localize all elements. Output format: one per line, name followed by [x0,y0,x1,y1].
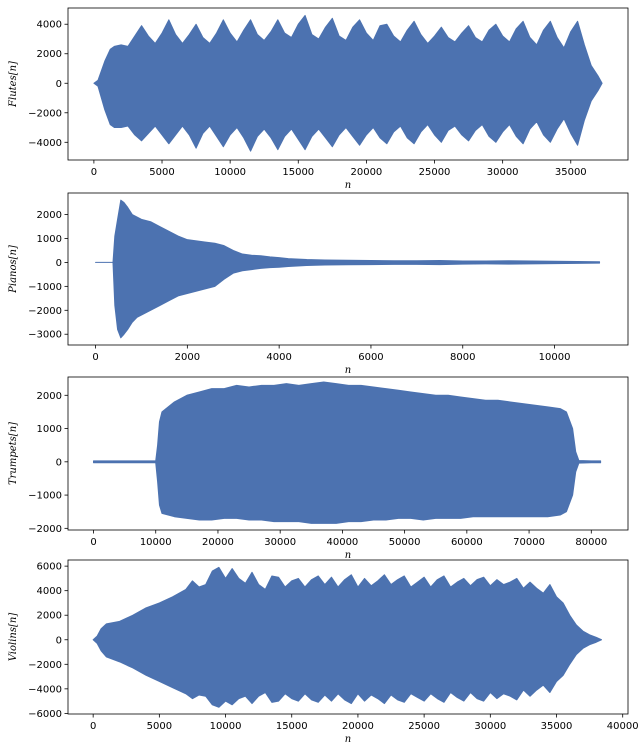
y-tick-label: 1000 [37,424,62,435]
x-tick-label: 40000 [326,537,358,548]
y-tick-label: −4000 [28,138,62,149]
y-axis-label: Pianos[n] [8,245,19,294]
x-tick-label: 15000 [276,721,308,732]
x-tick-label: 6000 [358,352,383,363]
x-tick-label: 40000 [607,721,639,732]
y-tick-label: −2000 [28,306,62,317]
x-tick-label: 0 [90,721,96,732]
x-tick-label: 15000 [282,167,314,178]
subplot-3: 0 10000 20000 30000 40000 50000 60000 70000 8000… [8,376,629,561]
x-axis-label: n [345,550,351,561]
x-tick-label: 10000 [214,167,246,178]
x-tick-label: 30000 [264,537,296,548]
waveform-series-2 [95,199,601,339]
y-axis-label: Trumpets[n] [8,422,19,485]
y-tick-label: 1000 [37,234,62,245]
x-tick-label: 20000 [342,721,374,732]
y-tick-label: −2000 [28,660,62,671]
x-tick-label: 10000 [140,537,172,548]
waveform-series-4 [92,566,603,708]
subplot-4: 0 5000 10000 15000 20000 25000 30000 35000 40000… [8,559,639,745]
x-tick-label: 60000 [451,537,483,548]
y-tick-label: 2000 [37,391,62,402]
x-tick-label: 35000 [555,167,587,178]
y-tick-label: −1000 [28,282,62,293]
y-tick-label: −6000 [28,709,62,720]
y-tick-label: 4000 [37,586,62,597]
y-tick-label: −2000 [28,524,62,535]
axes-frame-1 [67,7,629,161]
subplot-1: 0 5000 10000 15000 20000 25000 30000 35000−4000… [8,7,629,191]
y-tick-label: −1000 [28,491,62,502]
y-axis-label: Flutes[n] [8,61,19,108]
y-tick-label: 4000 [37,20,62,31]
y-tick-label: −2000 [28,108,62,119]
x-tick-label: 50000 [389,537,421,548]
x-tick-label: 10000 [210,721,242,732]
x-tick-label: 10000 [539,352,571,363]
y-tick-label: 0 [56,258,62,269]
y-tick-label: 2000 [37,611,62,622]
y-tick-label: 0 [56,79,62,90]
axes-frame-2 [67,192,629,346]
x-tick-label: 70000 [513,537,545,548]
y-tick-label: 0 [56,635,62,646]
x-tick-label: 35000 [541,721,573,732]
x-tick-label: 25000 [419,167,451,178]
x-tick-label: 25000 [408,721,440,732]
y-axis-label: Violins[n] [8,613,19,662]
subplots: 0 5000 10000 15000 20000 25000 30000 35000−4000… [8,7,639,745]
x-tick-label: 0 [91,167,97,178]
x-tick-label: 8000 [450,352,475,363]
x-tick-label: 30000 [474,721,506,732]
subplot-2: 0 2000 4000 6000 8000 10000 −3000 −2000 −1000 0 10… [8,192,629,376]
y-tick-label: −3000 [28,330,62,341]
x-tick-label: 0 [90,537,96,548]
x-tick-label: 0 [92,352,98,363]
waveform-series-1 [93,14,603,152]
x-tick-label: 2000 [175,352,200,363]
x-axis-label: n [345,365,351,376]
x-tick-label: 4000 [266,352,291,363]
x-tick-label: 80000 [575,537,607,548]
waveform-series-3 [93,381,602,524]
x-tick-label: 20000 [350,167,382,178]
x-axis-label: n [345,734,351,745]
x-tick-label: 5000 [149,167,174,178]
x-tick-label: 20000 [202,537,234,548]
y-tick-label: 2000 [37,210,62,221]
y-tick-label: −4000 [28,684,62,695]
x-tick-label: 30000 [487,167,519,178]
y-tick-label: 2000 [37,49,62,60]
y-tick-label: 6000 [37,562,62,573]
y-tick-label: 0 [56,457,62,468]
axes-frame-3 [67,376,629,531]
x-tick-label: 5000 [147,721,172,732]
x-axis-label: n [345,180,351,191]
axes-frame-4 [67,559,629,715]
